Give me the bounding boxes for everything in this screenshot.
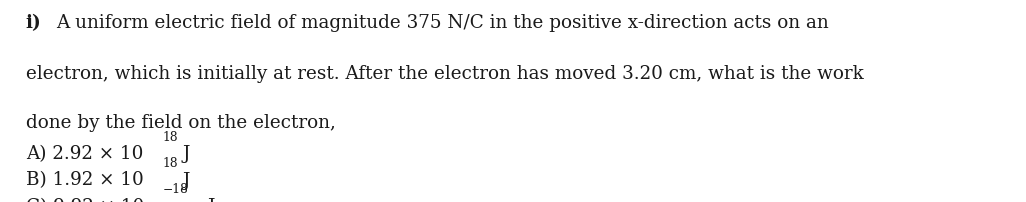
Text: J: J — [183, 171, 190, 189]
Text: J: J — [183, 144, 190, 162]
Text: B) 1.92 × 10: B) 1.92 × 10 — [26, 171, 144, 189]
Text: J: J — [207, 197, 214, 202]
Text: −18: −18 — [162, 182, 189, 195]
Text: A) 2.92 × 10: A) 2.92 × 10 — [26, 144, 143, 162]
Text: done by the field on the electron,: done by the field on the electron, — [26, 113, 336, 131]
Text: 18: 18 — [162, 130, 179, 143]
Text: A uniform electric field of magnitude 375 N/C in the positive x-direction acts o: A uniform electric field of magnitude 37… — [56, 14, 829, 32]
Text: C) 9.92 × 10: C) 9.92 × 10 — [26, 197, 144, 202]
Text: i): i) — [26, 14, 41, 32]
Text: electron, which is initially at rest. After the electron has moved 3.20 cm, what: electron, which is initially at rest. Af… — [26, 65, 864, 83]
Text: 18: 18 — [162, 156, 179, 169]
